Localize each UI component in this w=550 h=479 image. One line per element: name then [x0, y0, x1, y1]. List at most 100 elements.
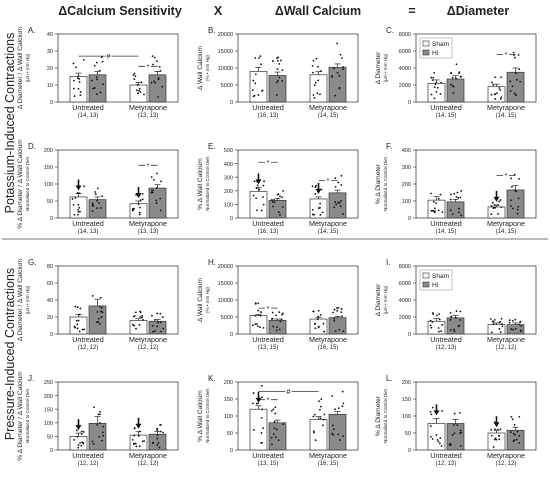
data-point — [517, 197, 520, 200]
data-point — [314, 81, 317, 84]
data-point — [78, 81, 81, 83]
data-point — [341, 405, 344, 408]
data-point — [77, 213, 79, 216]
data-point — [278, 76, 281, 79]
y-tick-label: 10000 — [218, 298, 233, 304]
data-point — [139, 199, 142, 202]
data-point — [459, 319, 462, 321]
data-point — [341, 57, 343, 59]
group-label: Metyrapone — [129, 103, 167, 112]
data-point — [81, 328, 84, 331]
data-point — [452, 85, 455, 88]
data-point — [455, 77, 458, 80]
data-point — [458, 207, 460, 210]
data-point — [514, 72, 517, 75]
data-point — [156, 444, 159, 446]
y-tick-label: 100 — [44, 421, 53, 427]
data-point — [261, 90, 263, 92]
legend-label-hi: HI — [432, 282, 439, 289]
down-arrow-head — [493, 196, 500, 202]
data-point — [281, 313, 283, 316]
data-point — [96, 423, 99, 426]
data-point — [338, 74, 341, 77]
data-point — [75, 319, 78, 322]
data-point — [453, 432, 456, 435]
significance-mark: * — [505, 171, 508, 180]
data-point — [161, 85, 164, 88]
panel-b: B. 0 5000 10000 15000 20000 Δ Wall Calcium (% •… — [197, 26, 359, 119]
group-n: (13, 15) — [258, 345, 279, 351]
panel-l: L. 0 50 100 150 200 % Δ Diameter Normalized to … — [375, 374, 537, 467]
y-axis-label: % Δ Diameter — [375, 395, 382, 436]
data-point — [258, 57, 260, 59]
y-tick-label: 60 — [47, 281, 53, 287]
data-point — [79, 442, 81, 444]
y-tick-label: 200 — [224, 380, 233, 386]
y-axis-label: Δ Diameter / Δ Wall Calcium — [17, 26, 24, 109]
data-point — [513, 433, 516, 436]
data-point — [259, 326, 261, 329]
data-point — [139, 206, 141, 209]
data-point — [131, 438, 134, 441]
data-point — [516, 430, 519, 433]
data-point — [155, 202, 158, 204]
data-point — [333, 67, 335, 70]
group-label: Metyrapone — [129, 335, 167, 344]
data-point — [140, 81, 143, 84]
data-point — [134, 442, 137, 445]
data-point — [490, 428, 493, 431]
y-axis-label: Δ Diameter — [375, 283, 382, 316]
data-point — [490, 93, 493, 96]
y-tick-label: 20 — [47, 66, 53, 72]
data-point — [336, 42, 339, 45]
group-label: Untreated — [72, 219, 104, 228]
data-point — [517, 54, 520, 56]
y-tick-label: 80 — [47, 264, 53, 270]
bar-hi — [506, 71, 525, 103]
data-point — [137, 434, 140, 437]
data-point — [253, 180, 256, 183]
bar-sham — [249, 408, 268, 451]
data-point — [280, 59, 282, 62]
y-axis-label: % Δ Wall Calcium — [197, 390, 204, 442]
data-point — [314, 186, 317, 189]
data-point — [437, 197, 440, 200]
data-point — [79, 210, 81, 213]
data-point — [156, 437, 159, 440]
data-point — [260, 209, 263, 212]
data-point — [95, 321, 98, 324]
data-point — [135, 89, 138, 92]
data-point — [493, 318, 496, 321]
data-point — [432, 200, 435, 203]
y-axis-unit: (μm • mm Hg) — [25, 53, 30, 82]
data-point — [429, 425, 432, 428]
data-point — [101, 431, 104, 434]
y-tick-label: 150 — [44, 165, 53, 171]
data-point — [449, 198, 452, 201]
data-point — [270, 436, 273, 439]
data-point — [490, 213, 493, 216]
panel-j: J. 0 50 100 150 200 250 % Δ Diameter / Δ Wall C… — [17, 371, 179, 467]
y-axis-unit: (μm • mm Hg) — [383, 285, 388, 314]
y-tick-label: 0 — [408, 100, 411, 106]
data-point — [272, 408, 275, 411]
data-point — [429, 324, 432, 327]
panel-letter: H. — [208, 258, 216, 267]
group-label: Untreated — [252, 451, 284, 460]
data-point — [320, 398, 323, 400]
data-point — [254, 323, 257, 326]
data-point — [449, 442, 452, 445]
y-tick-label: 4000 — [399, 66, 411, 72]
data-point — [133, 434, 136, 437]
y-tick-label: 20 — [47, 315, 53, 321]
data-point — [342, 435, 345, 437]
header-calcium-sensitivity: ΔCalcium Sensitivity — [58, 4, 182, 18]
data-point — [159, 197, 162, 200]
data-point — [98, 69, 101, 72]
data-point — [270, 409, 273, 412]
bar-sham — [309, 419, 328, 451]
data-point — [98, 317, 100, 320]
down-arrow-head — [75, 185, 82, 191]
data-point — [338, 201, 341, 204]
data-point — [331, 432, 334, 435]
